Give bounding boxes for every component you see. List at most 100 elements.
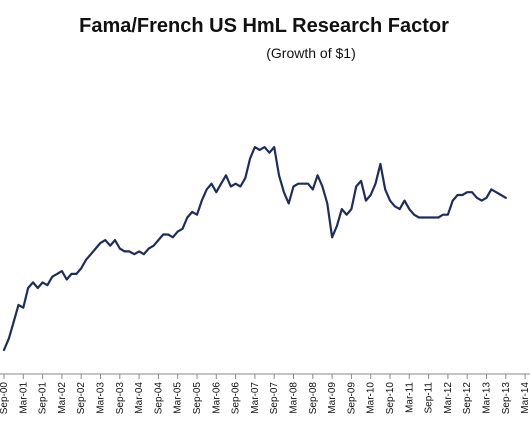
x-tick-label: Mar-11 [404,382,415,413]
data-point [485,197,488,199]
data-point [249,157,251,159]
x-axis-labels: Sep-00 Mar-01 Sep-01 Mar-02 Sep-02 Mar-03 Sep-… [0,382,530,415]
x-tick-label: Sep-08 [308,382,319,415]
data-point [365,200,367,202]
data-point [408,208,410,210]
x-axis-ticks [3,374,526,379]
x-tick-label: Sep-11 [424,382,435,414]
data-point [481,200,483,202]
data-point [181,228,184,230]
x-tick-label: Sep-07 [269,382,280,415]
series-group [2,146,507,352]
data-point [167,233,169,236]
x-tick-label: Mar-07 [250,382,261,414]
x-tick-label: Mar-03 [96,382,107,414]
data-point [268,152,270,154]
data-point [476,197,478,199]
data-point [418,216,420,219]
data-point [177,231,179,233]
data-point [461,194,463,196]
x-tick-label: Mar-04 [134,382,145,414]
x-tick-label: Sep-03 [115,382,126,415]
data-point [336,225,338,227]
x-tick-label: Mar-09 [327,382,338,414]
data-point [215,191,217,193]
data-point [128,250,130,252]
data-point [374,183,377,185]
x-tick-label: Mar-12 [443,382,454,414]
data-point [389,200,391,202]
data-point [56,273,58,275]
data-point [8,338,10,340]
data-point [196,214,198,216]
data-point [186,216,188,219]
data-point [95,247,97,250]
data-point [27,287,29,289]
data-point [22,307,24,309]
data-point [191,211,193,213]
data-point [495,191,497,193]
x-tick-label: Mar-13 [482,382,493,414]
data-point [442,214,444,216]
data-point [370,194,372,196]
data-point [394,205,396,207]
x-tick-label: Mar-05 [173,382,184,414]
data-point [259,149,261,151]
data-point [302,183,304,185]
data-point [312,188,314,190]
data-point [490,188,492,190]
data-point [403,200,406,202]
data-point [428,216,430,219]
data-point [457,194,459,196]
data-point [355,185,357,188]
data-point [85,259,87,261]
data-point [70,273,73,275]
data-point [360,180,362,182]
data-point [466,191,468,193]
data-point [75,273,77,275]
data-point [210,183,213,185]
data-point [157,239,159,241]
data-point [244,177,246,179]
data-point [124,250,126,252]
data-point [225,174,227,176]
data-point [61,270,63,272]
data-point [162,233,164,236]
data-point [172,236,174,238]
x-tick-label: Sep-12 [462,382,473,415]
x-tick-label: Sep-02 [76,382,87,415]
data-point [326,202,328,205]
x-tick-label: Sep-04 [153,382,164,415]
x-tick-label: Sep-01 [38,382,49,415]
data-point [114,239,116,241]
data-point [292,185,295,188]
data-point [80,267,82,269]
x-tick-label: Sep-09 [346,382,357,415]
data-point [32,281,34,283]
data-point [423,216,425,219]
data-point [13,321,15,323]
data-point [119,247,121,250]
data-point [17,304,20,306]
data-point [273,146,275,148]
data-point [104,239,106,241]
data-point [341,208,343,210]
data-point [307,183,309,185]
data-point [350,208,352,210]
data-point [447,214,449,216]
data-point [66,278,68,281]
data-point [3,349,5,351]
chart-title: Fama/French US HmL Research Factor [79,15,449,37]
x-tick-label: Sep-06 [231,382,242,415]
data-point [471,191,473,193]
data-point [346,214,348,216]
data-point [42,281,44,283]
data-point [331,236,333,238]
data-point [109,245,111,247]
data-point [500,194,502,196]
x-tick-label: Sep-05 [192,382,203,415]
data-point [297,183,299,185]
data-point [153,245,155,247]
